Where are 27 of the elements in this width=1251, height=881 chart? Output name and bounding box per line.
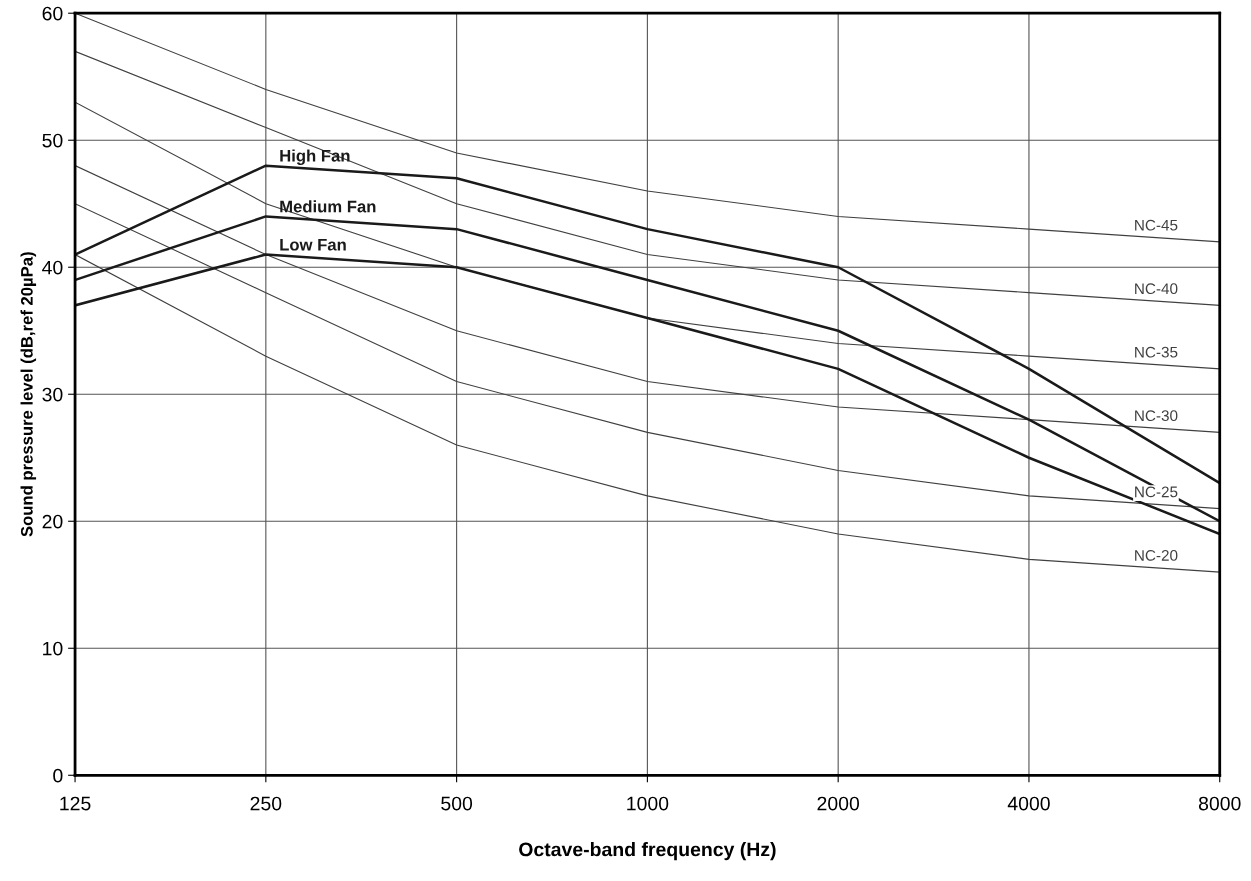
y-tick-label: 60 bbox=[42, 6, 63, 21]
x-tick-label: 2000 bbox=[817, 796, 860, 811]
series-label: NC-40 bbox=[1135, 283, 1178, 295]
series-label: NC-25 bbox=[1135, 486, 1178, 498]
y-tick-label: 20 bbox=[42, 514, 63, 529]
x-tick-label: 8000 bbox=[1198, 796, 1241, 811]
x-axis-title: Octave-band frequency (Hz) bbox=[519, 842, 776, 861]
line-series bbox=[75, 164, 1220, 485]
line-series bbox=[75, 50, 1220, 306]
y-tick-label: 10 bbox=[43, 641, 63, 656]
series-label: NC-35 bbox=[1135, 346, 1178, 358]
series-label: Medium Fan bbox=[280, 200, 376, 213]
series-label: NC-45 bbox=[1135, 219, 1178, 231]
series-label: NC-30 bbox=[1135, 410, 1178, 422]
line-series bbox=[75, 165, 1220, 433]
x-tick-label: 250 bbox=[250, 796, 282, 811]
y-tick-label: 0 bbox=[53, 768, 63, 783]
series-label: Low Fan bbox=[280, 238, 346, 251]
x-tick-label: 500 bbox=[441, 796, 473, 811]
x-tick-label: 1000 bbox=[627, 796, 669, 811]
series-label: NC-20 bbox=[1135, 549, 1178, 561]
y-tick-label: 50 bbox=[42, 133, 63, 148]
y-tick-label: 30 bbox=[42, 387, 63, 402]
x-tick-label: 125 bbox=[60, 796, 91, 811]
x-tick-label: 4000 bbox=[1007, 796, 1050, 811]
y-tick-label: 40 bbox=[42, 260, 63, 275]
y-axis-title: Sound pressure level (dB,ref 20µPa) bbox=[20, 252, 37, 537]
